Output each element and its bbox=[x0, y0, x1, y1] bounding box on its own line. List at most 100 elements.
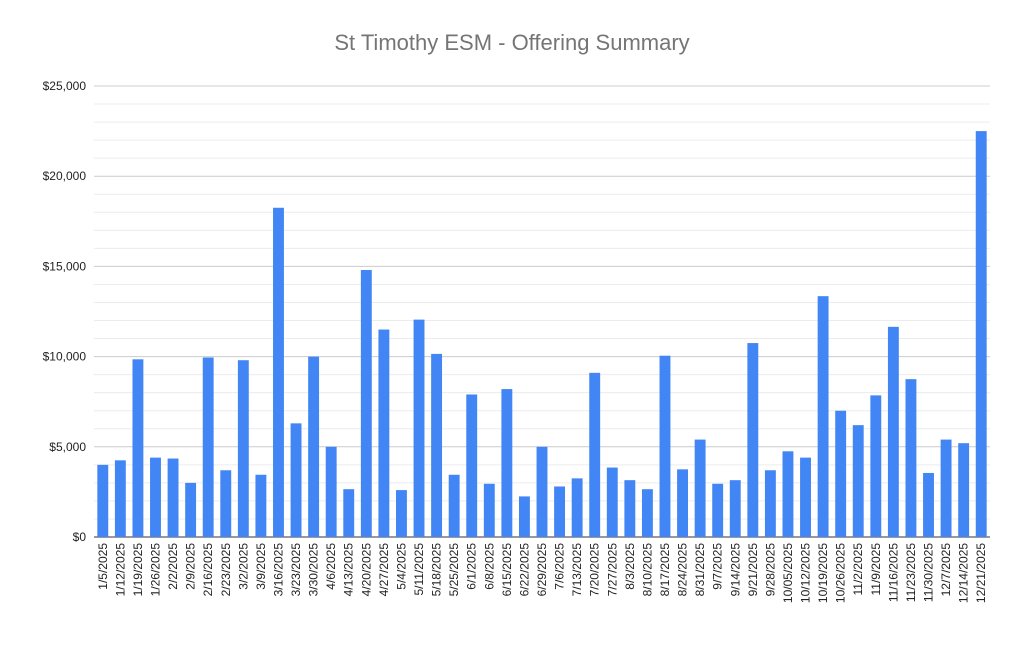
x-tick-label: 8/3/2025 bbox=[623, 543, 637, 590]
x-tick-label: 8/31/2025 bbox=[693, 543, 707, 597]
bar bbox=[220, 470, 232, 537]
x-tick-label: 8/10/2025 bbox=[640, 543, 654, 597]
x-tick-label: 4/20/2025 bbox=[359, 543, 373, 597]
x-tick-label: 9/14/2025 bbox=[728, 543, 742, 597]
x-tick-label: 9/21/2025 bbox=[746, 543, 760, 597]
x-tick-label: 6/1/2025 bbox=[465, 543, 479, 590]
x-tick-label: 1/26/2025 bbox=[148, 543, 162, 597]
x-tick-label: 1/19/2025 bbox=[131, 543, 145, 597]
bar bbox=[150, 457, 161, 537]
bar bbox=[905, 379, 917, 537]
x-tick-label: 10/26/2025 bbox=[834, 543, 848, 603]
bar bbox=[185, 482, 197, 537]
bar bbox=[378, 329, 390, 537]
x-tick-label: 3/30/2025 bbox=[307, 543, 321, 597]
y-tick-label: $25,000 bbox=[43, 79, 87, 93]
x-tick-label: 7/27/2025 bbox=[605, 543, 619, 597]
bar bbox=[273, 207, 284, 537]
bar bbox=[729, 480, 741, 537]
x-tick-label: 5/11/2025 bbox=[412, 543, 426, 596]
x-axis-ticks: 1/5/2025 1/12/2025 1/19/2025 1/26/2025 2/2/2… bbox=[96, 543, 988, 603]
x-tick-label: 6/15/2025 bbox=[500, 543, 514, 597]
bar bbox=[694, 439, 706, 537]
x-tick-label: 11/30/2025 bbox=[922, 543, 936, 602]
y-tick-label: $15,000 bbox=[43, 259, 87, 273]
bar bbox=[940, 439, 952, 537]
bar bbox=[782, 451, 794, 537]
bar bbox=[747, 343, 759, 537]
bar bbox=[466, 394, 478, 537]
bar bbox=[308, 356, 320, 537]
bar bbox=[255, 474, 267, 537]
x-tick-label: 6/8/2025 bbox=[482, 543, 496, 590]
x-tick-label: 11/23/2025 bbox=[904, 543, 918, 602]
y-tick-label: $10,000 bbox=[43, 350, 87, 364]
bar bbox=[835, 410, 847, 537]
x-tick-label: 2/2/2025 bbox=[166, 543, 180, 590]
bar bbox=[606, 467, 618, 537]
bar bbox=[518, 496, 530, 537]
bar bbox=[360, 270, 372, 537]
bar bbox=[97, 464, 109, 537]
bar bbox=[343, 489, 355, 537]
x-tick-label: 4/6/2025 bbox=[324, 543, 338, 590]
x-tick-label: 5/4/2025 bbox=[394, 543, 408, 590]
bar bbox=[764, 470, 776, 537]
x-tick-label: 2/16/2025 bbox=[201, 543, 215, 597]
bar bbox=[571, 478, 583, 537]
x-tick-label: 7/20/2025 bbox=[588, 543, 602, 597]
y-tick-label: $5,000 bbox=[49, 440, 86, 454]
x-tick-label: 10/12/2025 bbox=[799, 543, 813, 603]
y-axis-ticks: $0 $5,000 $10,000 $15,000 $20,000 $25,000 bbox=[43, 79, 87, 544]
bar bbox=[589, 372, 601, 537]
bar bbox=[202, 357, 214, 537]
bar bbox=[483, 483, 495, 537]
x-tick-label: 3/16/2025 bbox=[271, 543, 285, 597]
bar bbox=[413, 319, 425, 537]
bar bbox=[641, 489, 653, 537]
bar bbox=[554, 486, 566, 537]
x-tick-label: 9/28/2025 bbox=[763, 543, 777, 597]
bar bbox=[817, 296, 829, 537]
bar bbox=[624, 480, 636, 537]
x-tick-label: 2/9/2025 bbox=[184, 543, 198, 590]
chart-title: St Timothy ESM - Offering Summary bbox=[334, 30, 690, 55]
x-tick-label: 3/9/2025 bbox=[254, 543, 268, 590]
x-tick-label: 12/21/2025 bbox=[974, 543, 988, 603]
bar bbox=[431, 353, 443, 537]
bar bbox=[536, 446, 548, 537]
bar bbox=[677, 469, 688, 537]
bar bbox=[923, 472, 934, 537]
x-tick-label: 10/05/2025 bbox=[781, 543, 795, 603]
bar bbox=[501, 389, 513, 537]
x-tick-label: 9/7/2025 bbox=[711, 543, 725, 590]
bar bbox=[659, 355, 671, 537]
y-tick-label: $20,000 bbox=[43, 169, 87, 183]
x-tick-label: 12/7/2025 bbox=[939, 543, 953, 597]
x-tick-label: 7/6/2025 bbox=[553, 543, 567, 590]
bar bbox=[800, 457, 811, 537]
bar bbox=[852, 425, 864, 537]
x-tick-label: 11/9/2025 bbox=[869, 543, 883, 596]
x-tick-label: 6/22/2025 bbox=[517, 543, 531, 597]
bar bbox=[887, 326, 899, 537]
bar bbox=[290, 423, 302, 537]
bar bbox=[396, 490, 407, 537]
x-tick-label: 1/5/2025 bbox=[96, 543, 110, 590]
x-tick-label: 7/13/2025 bbox=[570, 543, 584, 597]
bar bbox=[132, 359, 144, 537]
bar bbox=[958, 443, 970, 537]
x-tick-label: 8/17/2025 bbox=[658, 543, 672, 597]
x-tick-label: 1/12/2025 bbox=[113, 543, 127, 597]
bar bbox=[114, 460, 126, 537]
bar bbox=[237, 360, 249, 537]
x-tick-label: 4/27/2025 bbox=[377, 543, 391, 597]
x-tick-label: 10/19/2025 bbox=[816, 543, 830, 603]
x-tick-label: 8/24/2025 bbox=[676, 543, 690, 597]
bars bbox=[97, 131, 987, 537]
bar bbox=[870, 395, 882, 537]
x-tick-label: 3/2/2025 bbox=[236, 543, 250, 590]
x-tick-label: 5/18/2025 bbox=[430, 543, 444, 597]
